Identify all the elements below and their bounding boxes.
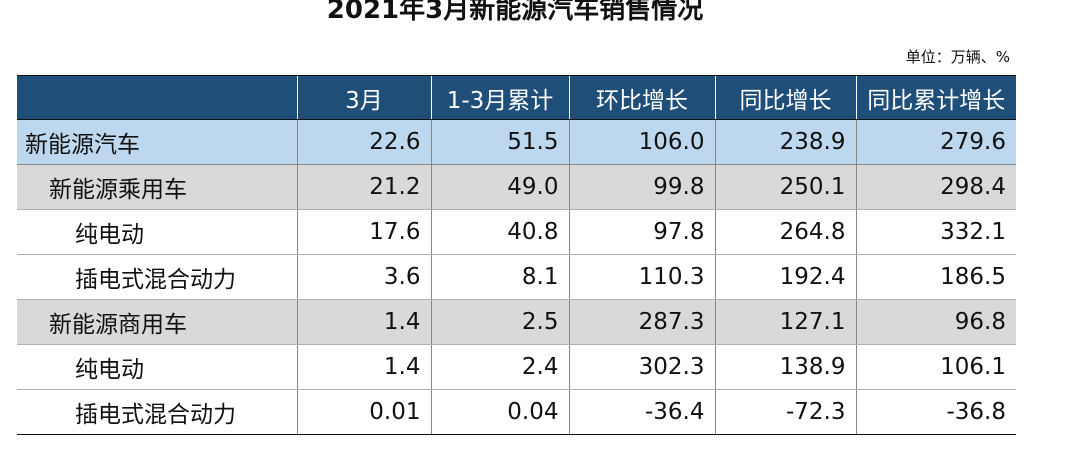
header-cell-yoy: 同比增长	[714, 75, 856, 120]
table-cell: 138.9	[714, 344, 856, 390]
header-cell-category	[17, 75, 297, 120]
table-cell: 1.4	[296, 344, 431, 390]
table-cell: 264.8	[714, 209, 856, 255]
table-cell: 2.4	[430, 344, 569, 390]
table-cell: 51.5	[430, 119, 569, 165]
table-cell: 3.6	[296, 254, 431, 300]
table-header-row: 3月 1-3月累计 环比增长 同比增长 同比累计增长	[17, 75, 1016, 120]
table-cell: -72.3	[714, 389, 856, 435]
table-cell: 298.4	[855, 164, 1016, 210]
row-label: 纯电动	[17, 209, 297, 255]
table-cell: 49.0	[430, 164, 569, 210]
table-cell: 332.1	[855, 209, 1016, 255]
row-label: 新能源汽车	[17, 119, 297, 165]
table-cell: 106.1	[855, 344, 1016, 390]
table-cell: 106.0	[568, 119, 715, 165]
table-cell: 97.8	[568, 209, 715, 255]
table-cell: 1.4	[296, 299, 431, 345]
table-cell: 127.1	[714, 299, 856, 345]
table-cell: 17.6	[296, 209, 431, 255]
table-cell: -36.8	[855, 389, 1016, 435]
table-cell: 238.9	[714, 119, 856, 165]
row-label: 新能源商用车	[17, 299, 297, 345]
table-row: 纯电动 17.6 40.8 97.8 264.8 332.1	[17, 209, 1016, 255]
table-cell: 192.4	[714, 254, 856, 300]
table-row: 纯电动 1.4 2.4 302.3 138.9 106.1	[17, 344, 1016, 390]
row-label: 插电式混合动力	[17, 254, 297, 300]
table-cell: 110.3	[568, 254, 715, 300]
page-title: 2021年3月新能源汽车销售情况	[326, 0, 704, 25]
table-cell: 0.01	[296, 389, 431, 435]
table-row: 新能源乘用车 21.2 49.0 99.8 250.1 298.4	[17, 164, 1016, 210]
table-cell: 186.5	[855, 254, 1016, 300]
table-cell: 40.8	[430, 209, 569, 255]
table-cell: 96.8	[855, 299, 1016, 345]
table-cell: 279.6	[855, 119, 1016, 165]
table-cell: 21.2	[296, 164, 431, 210]
row-label: 插电式混合动力	[17, 389, 297, 435]
table-cell: 302.3	[568, 344, 715, 390]
header-cell-mom: 环比增长	[568, 75, 715, 120]
table-cell: 0.04	[430, 389, 569, 435]
unit-label: 单位：万辆、%	[905, 48, 1010, 66]
table-row: 插电式混合动力 3.6 8.1 110.3 192.4 186.5	[17, 254, 1016, 300]
table-cell: 8.1	[430, 254, 569, 300]
header-cell-march: 3月	[296, 75, 431, 120]
table-row: 新能源汽车 22.6 51.5 106.0 238.9 279.6	[17, 119, 1016, 165]
table-cell: -36.4	[568, 389, 715, 435]
table-cell: 99.8	[568, 164, 715, 210]
row-label: 纯电动	[17, 344, 297, 390]
header-cell-yoy-ytd: 同比累计增长	[855, 75, 1016, 120]
table-row: 新能源商用车 1.4 2.5 287.3 127.1 96.8	[17, 299, 1016, 345]
table-cell: 22.6	[296, 119, 431, 165]
table-cell: 250.1	[714, 164, 856, 210]
table-cell: 2.5	[430, 299, 569, 345]
sales-table: 3月 1-3月累计 环比增长 同比增长 同比累计增长 新能源汽车 22.6 51…	[17, 75, 1016, 435]
header-cell-ytd: 1-3月累计	[430, 75, 569, 120]
table-cell: 287.3	[568, 299, 715, 345]
table-row: 插电式混合动力 0.01 0.04 -36.4 -72.3 -36.8	[17, 389, 1016, 435]
row-label: 新能源乘用车	[17, 164, 297, 210]
